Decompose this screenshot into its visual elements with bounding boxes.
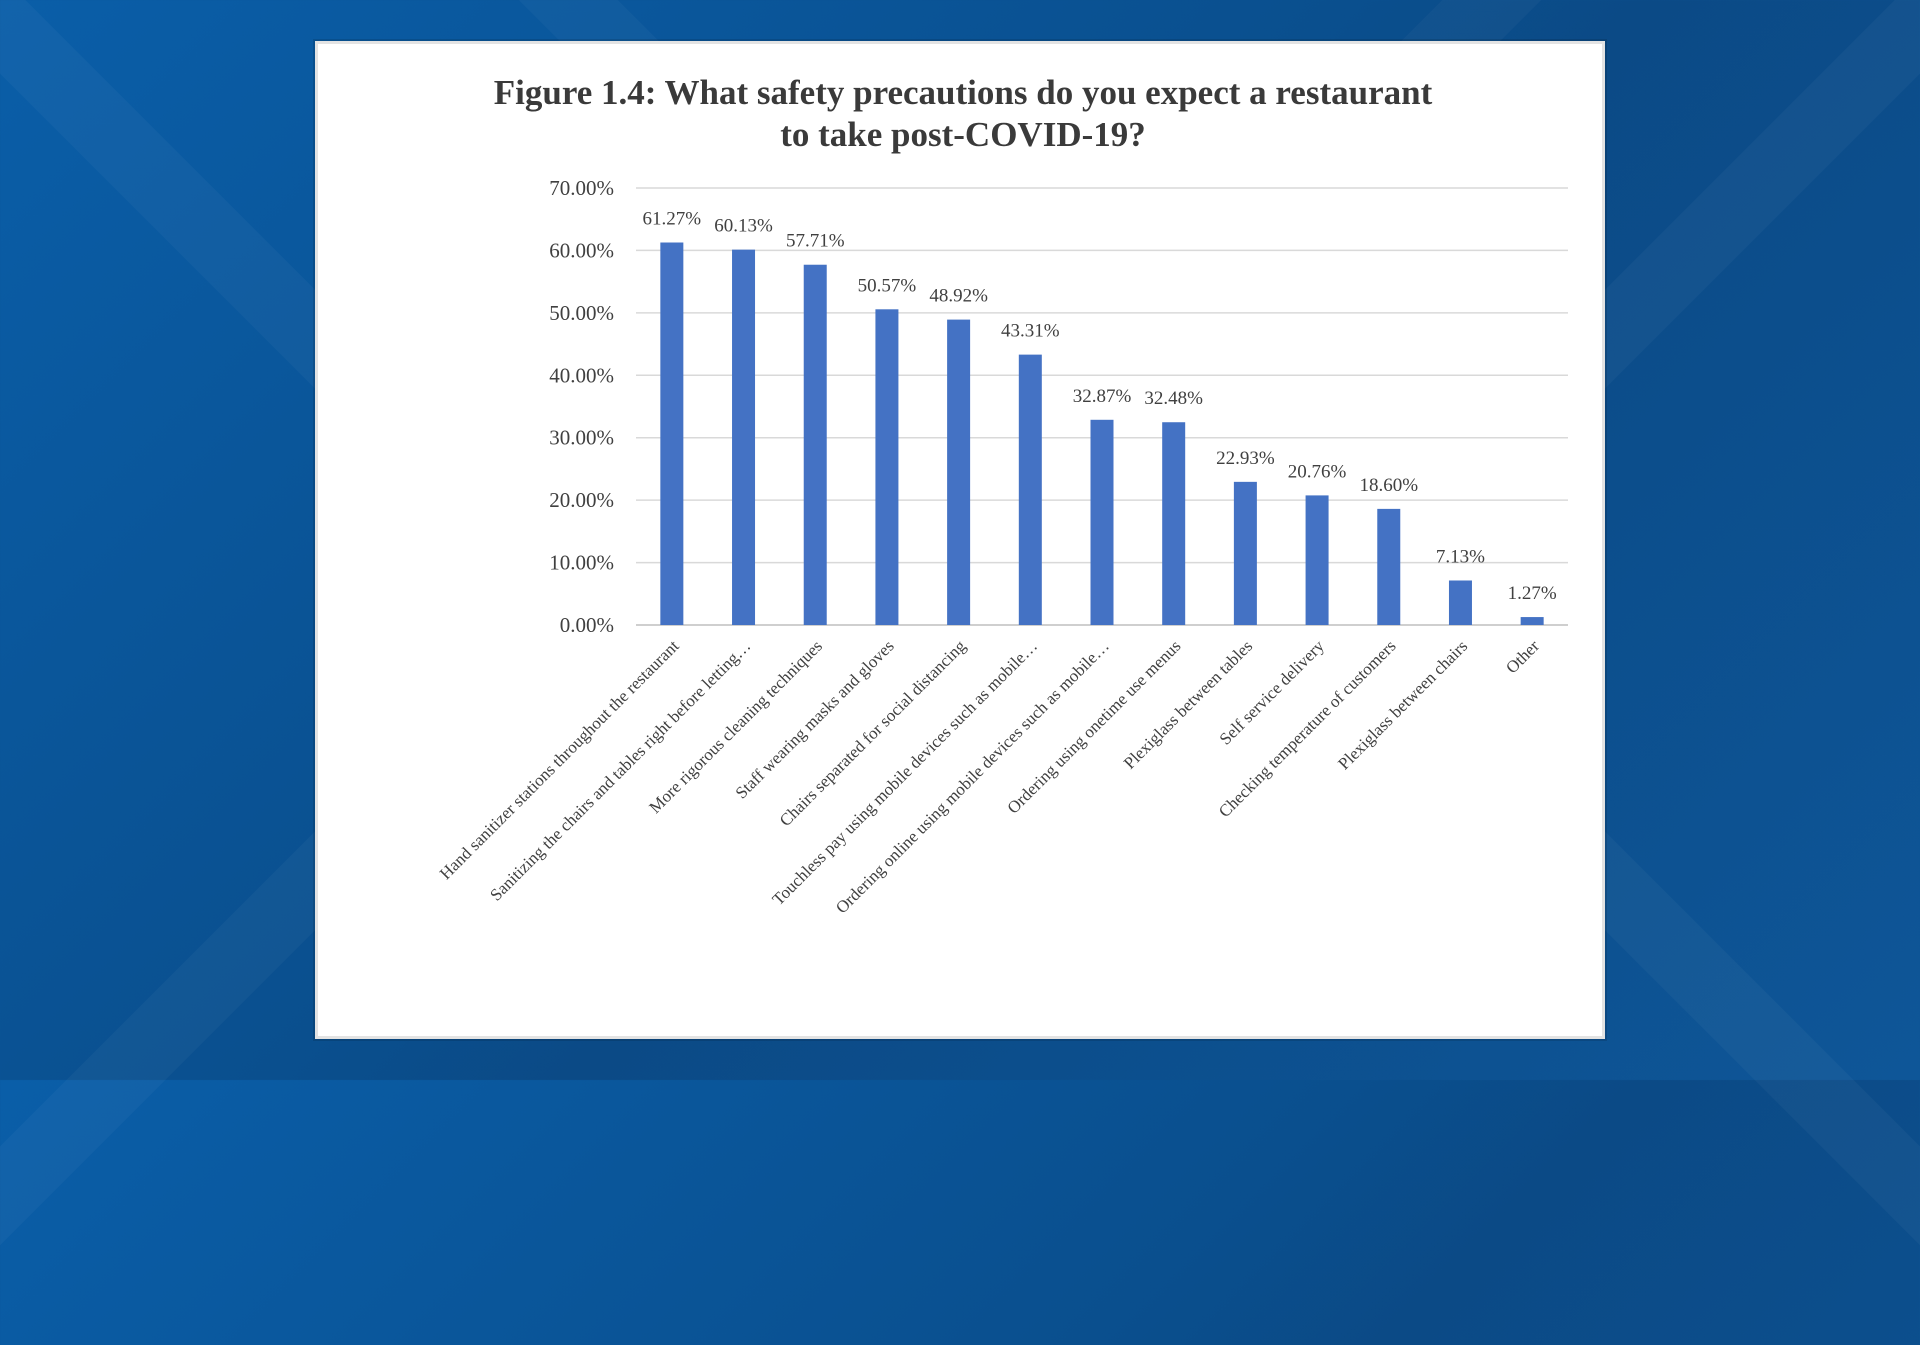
y-tick-label: 40.00% [549, 363, 614, 387]
x-tick-label: Sanitizing the chairs and tables right b… [486, 636, 754, 904]
data-label: 61.27% [643, 209, 702, 230]
x-tick-label: Touchless pay using mobile devices such … [768, 636, 1041, 909]
chart-card: Figure 1.4: What safety precautions do y… [315, 41, 1605, 1039]
chart-title-line-2: to take post-COVID-19? [780, 115, 1146, 154]
bar [1305, 495, 1329, 625]
data-label: 60.13% [714, 216, 773, 237]
data-label: 50.57% [858, 275, 917, 296]
data-label: 18.60% [1359, 475, 1418, 496]
data-label: 43.31% [1001, 321, 1060, 342]
bar-chart: 0.00% 10.00% 20.00% 30.00% 40.00% 50.00% 60.00… [436, 176, 1568, 917]
bar [875, 309, 899, 625]
x-tick-label: Plexiglass between chairs [1334, 636, 1471, 773]
data-label: 48.92% [929, 286, 988, 307]
data-label: 32.87% [1073, 386, 1132, 407]
data-label: 1.27% [1508, 583, 1557, 604]
chart-title: Figure 1.4: What safety precautions do y… [318, 72, 1608, 156]
bar [1377, 508, 1401, 625]
chart-title-line-1: Figure 1.4: What safety precautions do y… [493, 73, 1433, 112]
data-label: 20.76% [1288, 461, 1347, 482]
y-tick-label: 0.00% [560, 613, 614, 637]
bar [1233, 481, 1257, 625]
y-tick-label: 20.00% [549, 488, 614, 512]
bar [803, 264, 827, 625]
bar [660, 242, 684, 626]
y-tick-label: 60.00% [549, 238, 614, 262]
bar [1520, 617, 1544, 625]
bar [732, 249, 756, 625]
y-tick-label: 10.00% [549, 551, 614, 575]
data-label: 7.13% [1436, 546, 1485, 567]
data-label: 22.93% [1216, 448, 1275, 469]
bar [1018, 354, 1042, 625]
x-tick-label: Plexiglass between tables [1120, 636, 1256, 772]
bar [1090, 419, 1114, 625]
y-tick-label: 70.00% [549, 176, 614, 200]
data-label: 32.48% [1144, 388, 1203, 409]
bar [1162, 422, 1186, 625]
bar [947, 319, 971, 625]
bar [1448, 580, 1472, 625]
x-tick-label: Other [1502, 636, 1543, 677]
y-tick-label: 50.00% [549, 301, 614, 325]
x-tick-label: Hand sanitizer stations throughout the r… [436, 636, 683, 883]
y-tick-label: 30.00% [549, 426, 614, 450]
data-label: 57.71% [786, 231, 845, 252]
x-tick-label: Ordering online using mobile devices suc… [832, 636, 1113, 917]
